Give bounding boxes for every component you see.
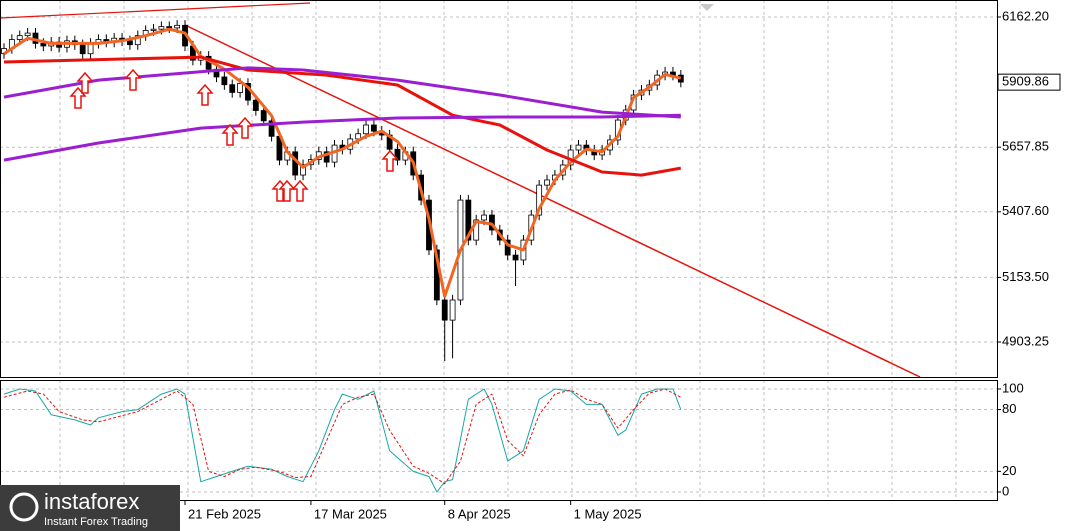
candle-body [127, 40, 133, 46]
x-tick-label: 21 Feb 2025 [188, 506, 261, 521]
candle-body [300, 164, 306, 176]
logo-icon [9, 492, 39, 522]
trend-line [184, 24, 921, 378]
candle-body [87, 42, 94, 55]
candle-body [441, 299, 448, 321]
y-tick-label: 4903.25 [1002, 333, 1049, 348]
oscillator-panel [0, 380, 998, 501]
candle-body [24, 32, 31, 37]
y-tick-label: 20 [1002, 463, 1016, 478]
signal-arrow [291, 179, 309, 202]
logo-box [0, 485, 180, 531]
y-tick-label: 6162.20 [1002, 8, 1049, 23]
brand: instaforex [44, 489, 139, 514]
y-tick-label: 5153.50 [1002, 269, 1049, 284]
indicator-line [3, 66, 681, 119]
candle-body [260, 110, 267, 122]
candle-body [221, 76, 228, 86]
candle-body [536, 184, 543, 216]
signal-arrow [76, 71, 94, 94]
candle-body [292, 151, 299, 176]
candle-body [268, 120, 275, 137]
candle-body [79, 44, 86, 55]
y-tick-label: 100 [1002, 380, 1024, 395]
signal-arrow [124, 68, 142, 91]
logo: instaforex Instant Forex Trading [0, 485, 180, 531]
x-tick-label: 8 Apr 2025 [448, 506, 511, 521]
last-price-label: 5909.86 [1002, 74, 1049, 89]
indicator-line [3, 55, 682, 177]
indicator-line [3, 388, 682, 493]
candle-body [394, 148, 401, 161]
marker [700, 4, 714, 11]
grid [0, 0, 997, 500]
candle-body [465, 199, 472, 241]
candle-body [544, 179, 550, 186]
candle-body [229, 84, 236, 93]
indicator-line [3, 113, 681, 162]
y-tick-label: 80 [1002, 401, 1016, 416]
x-tick-label: 17 Mar 2025 [314, 506, 387, 521]
main-panel [0, 0, 998, 378]
signal-arrow [196, 83, 214, 106]
y-tick-label: 0 [1002, 483, 1009, 498]
signal-arrow [236, 116, 254, 139]
candle-body [449, 299, 456, 321]
signal-arrow [221, 123, 239, 146]
candle-body [370, 124, 377, 132]
candle-body [158, 26, 165, 30]
candle-body [473, 219, 480, 241]
indicator-line [3, 27, 682, 298]
candle-body [134, 35, 141, 46]
y-tick-label: 5657.85 [1002, 139, 1049, 154]
candle-body [512, 254, 519, 261]
indicator-line [3, 388, 682, 485]
candle-body [363, 124, 369, 135]
tagline: Instant Forex Trading [44, 516, 148, 528]
candle-body [174, 24, 181, 29]
candle-body [323, 151, 330, 163]
last-price-box [997, 73, 1061, 91]
candle-body [16, 35, 23, 40]
trend-line [0, 2, 311, 19]
x-tick-label: 1 May 2025 [574, 506, 642, 521]
candle-body [504, 239, 511, 256]
candle-body [150, 28, 157, 31]
candle-body [481, 214, 487, 221]
candle-body [237, 83, 244, 93]
candle-body [252, 99, 259, 111]
signal-arrow [381, 149, 399, 172]
candle-body [40, 42, 47, 47]
y-tick-label: 5407.60 [1002, 203, 1049, 218]
plot [1, 20, 684, 493]
candle-body [575, 144, 582, 151]
